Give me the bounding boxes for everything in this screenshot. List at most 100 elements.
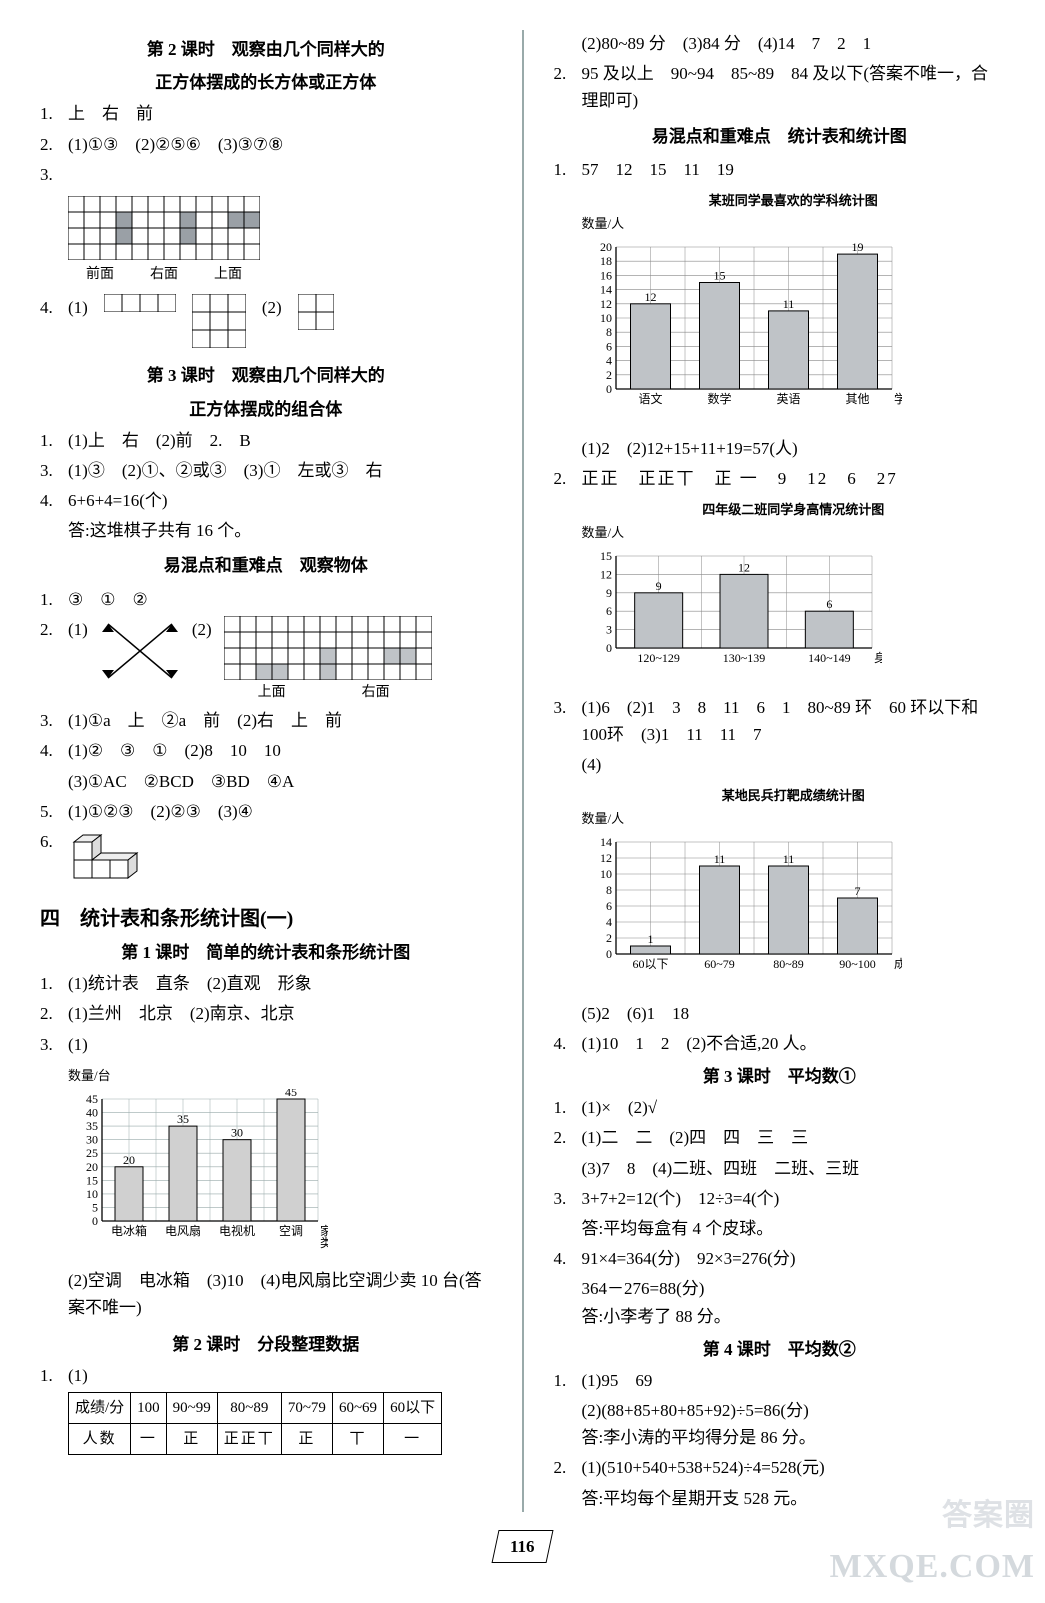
s4-l2-title: 第 2 课时 分段整理数据 [40, 1331, 492, 1358]
svg-text:成绩/环: 成绩/环 [894, 957, 902, 971]
svg-text:2: 2 [606, 931, 612, 945]
svg-text:其他: 其他 [845, 392, 869, 406]
m1-q5: 5.(1)①②③ (2)②③ (3)④ [40, 798, 492, 825]
svg-text:类型: 类型 [320, 1236, 328, 1250]
lesson3-title2: 正方体摆成的组合体 [40, 396, 492, 423]
svg-text:10: 10 [600, 311, 612, 325]
svg-text:20: 20 [86, 1159, 98, 1173]
l3r-q4c: 答:小李考了 88 分。 [582, 1303, 1006, 1330]
m2-q2: 2.正正 正正丅 正 一 9 12 6 27 [554, 465, 1006, 492]
right-column: (2)80~89 分 (3)84 分 (4)14 7 2 1 2.95 及以上 … [554, 30, 1006, 1512]
l4r-title: 第 4 课时 平均数② [554, 1336, 1006, 1363]
section4-head: 四 统计表和条形统计图(一) [40, 903, 492, 935]
s4-q1: 1.(1)统计表 直条 (2)直观 形象 [40, 970, 492, 997]
svg-text:12: 12 [600, 296, 612, 310]
m2-q4: 4.(1)10 1 2 (2)不合适,20 人。 [554, 1030, 1006, 1057]
svg-text:14: 14 [600, 282, 612, 296]
chart1: 某班同学最喜欢的学科统计图数量/人0246810121416182012语文15… [582, 191, 1006, 427]
m1-q1: 1.③ ① ② [40, 586, 492, 613]
svg-text:35: 35 [86, 1119, 98, 1133]
svg-text:45: 45 [86, 1092, 98, 1106]
svg-text:6: 6 [606, 604, 612, 618]
l3r-q2: 2.(1)二 二 (2)四 四 三 三 [554, 1124, 1006, 1151]
chart2: 四年级二班同学身高情况统计图数量/人036912159120~12912130~… [582, 500, 1006, 686]
svg-text:10: 10 [600, 867, 612, 881]
svg-text:25: 25 [86, 1146, 98, 1160]
svg-text:120~129: 120~129 [637, 651, 680, 665]
l3-q4b: 答:这堆棋子共有 16 个。 [68, 517, 492, 544]
svg-text:9: 9 [606, 585, 612, 599]
s4-l2-q1: 1.(1) [40, 1362, 492, 1389]
l3r-q1: 1.(1)× (2)√ [554, 1094, 1006, 1121]
svg-text:90~100: 90~100 [839, 957, 876, 971]
svg-text:0: 0 [606, 382, 612, 396]
svg-text:8: 8 [606, 883, 612, 897]
l3r-q2b: (3)7 8 (4)二班、四班 二班、三班 [582, 1155, 1006, 1182]
left-column: 第 2 课时 观察由几个同样大的 正方体摆成的长方体或正方体 1.上 右 前 2… [40, 30, 492, 1512]
svg-text:4: 4 [606, 353, 612, 367]
svg-text:身高/cm: 身高/cm [874, 650, 882, 665]
s4-l1-title: 第 1 课时 简单的统计表和条形统计图 [40, 939, 492, 966]
l3r-q3b: 答:平均每盒有 4 个皮球。 [582, 1215, 1006, 1242]
svg-text:130~139: 130~139 [722, 651, 765, 665]
svg-text:30: 30 [231, 1125, 243, 1139]
svg-text:8: 8 [606, 325, 612, 339]
svg-text:19: 19 [851, 240, 863, 254]
l4r-q1c: 答:李小涛的平均得分是 86 分。 [582, 1424, 1006, 1451]
mix2-title: 易混点和重难点 统计表和统计图 [554, 123, 1006, 150]
l2-q3-grid: 前面右面上面 [68, 196, 492, 286]
svg-text:11: 11 [782, 852, 794, 866]
svg-text:10: 10 [86, 1186, 98, 1200]
svg-text:45: 45 [285, 1089, 297, 1099]
svg-text:140~149: 140~149 [808, 651, 851, 665]
page-number: 116 [40, 1530, 1005, 1563]
m2-q3: 3.(1)6 (2)1 3 8 11 6 1 80~89 环 60 环以下和 1… [554, 694, 1006, 748]
s4-q2: 2.(1)兰州 北京 (2)南京、北京 [40, 1000, 492, 1027]
svg-text:5: 5 [92, 1200, 98, 1214]
m1-q3: 3.(1)①a 上 ②a 前 (2)右 上 前 [40, 707, 492, 734]
svg-text:0: 0 [606, 641, 612, 655]
svg-text:40: 40 [86, 1105, 98, 1119]
svg-text:电视机: 电视机 [219, 1223, 255, 1238]
m1-q4b: (3)①AC ②BCD ③BD ④A [68, 768, 492, 795]
l4r-q1b: (2)(88+85+80+85+92)÷5=86(分) [582, 1397, 1006, 1424]
svg-text:30: 30 [86, 1132, 98, 1146]
svg-text:6: 6 [606, 899, 612, 913]
svg-text:60~79: 60~79 [704, 957, 735, 971]
svg-text:15: 15 [86, 1173, 98, 1187]
l3-q4: 4.6+6+4=16(个) [40, 487, 492, 514]
svg-text:11: 11 [782, 296, 794, 310]
svg-text:9: 9 [655, 578, 661, 592]
svg-text:35: 35 [177, 1112, 189, 1126]
svg-text:12: 12 [600, 567, 612, 581]
svg-text:空调: 空调 [279, 1224, 303, 1238]
m2-q1b: (1)2 (2)12+15+11+19=57(人) [582, 435, 1006, 462]
r-top-b: 2.95 及以上 90~94 85~89 84 及以下(答案不唯一，合理即可) [554, 60, 1006, 114]
svg-text:15: 15 [713, 268, 725, 282]
l3r-q3: 3.3+7+2=12(个) 12÷3=4(个) [554, 1185, 1006, 1212]
l2-q2: 2.(1)①③ (2)②⑤⑥ (3)③⑦⑧ [40, 131, 492, 158]
l2-q1: 1.上 右 前 [40, 100, 492, 127]
l2-q3: 3. [40, 161, 492, 188]
m1-q6: 6. [40, 828, 492, 893]
svg-text:英语: 英语 [776, 392, 800, 406]
s4-q3: 3.(1) [40, 1031, 492, 1058]
l4r-q2: 2.(1)(510+540+538+524)÷4=528(元) [554, 1454, 1006, 1481]
svg-text:80~89: 80~89 [773, 957, 804, 971]
s4-chart: 数量/台05101520253035404520电冰箱35电风扇30电视机45空… [68, 1066, 492, 1259]
s4-q3b: (2)空调 电冰箱 (3)10 (4)电风扇比空调少卖 10 台(答案不唯一) [68, 1267, 492, 1321]
svg-text:12: 12 [738, 560, 750, 574]
mix1-title: 易混点和重难点 观察物体 [40, 552, 492, 579]
svg-text:12: 12 [644, 289, 656, 303]
svg-text:18: 18 [600, 254, 612, 268]
svg-text:电风扇: 电风扇 [165, 1223, 201, 1238]
l3r-q4b: 364－276=88(分) [582, 1275, 1006, 1302]
l3-q1: 1.(1)上 右 (2)前 2. B [40, 427, 492, 454]
m1-q4: 4.(1)② ③ ① (2)8 10 10 [40, 737, 492, 764]
m2-q3b: (5)2 (6)1 18 [582, 1000, 1006, 1027]
svg-text:3: 3 [606, 622, 612, 636]
svg-text:14: 14 [600, 835, 612, 849]
svg-text:11: 11 [713, 852, 725, 866]
score-table: 成绩/分10090~9980~8970~7960~6960以下人数一正正正丅正丅… [68, 1392, 442, 1455]
l3r-q4: 4.91×4=364(分) 92×3=276(分) [554, 1245, 1006, 1272]
